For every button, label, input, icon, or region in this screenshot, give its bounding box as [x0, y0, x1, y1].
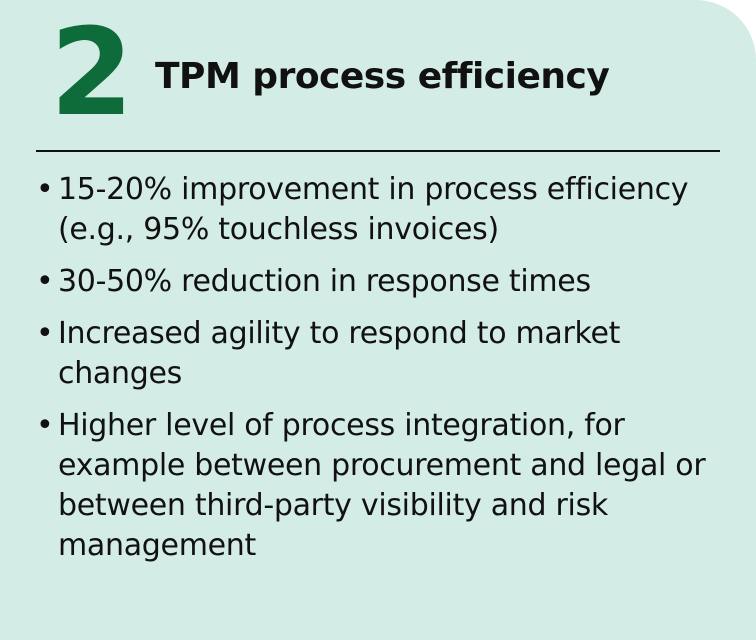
card-number: 2 — [50, 4, 134, 143]
bullet: Increased agility to respond to market c… — [36, 314, 716, 394]
bullet: Higher level of process integration, for… — [36, 406, 716, 566]
bullet: 15-20% improvement in process efficiency… — [36, 170, 716, 250]
bullet: 30-50% reduction in response times — [36, 262, 716, 302]
divider — [36, 150, 720, 152]
card-title: TPM process efficiency — [155, 56, 610, 97]
bullet-list: 15-20% improvement in process efficiency… — [36, 170, 716, 578]
